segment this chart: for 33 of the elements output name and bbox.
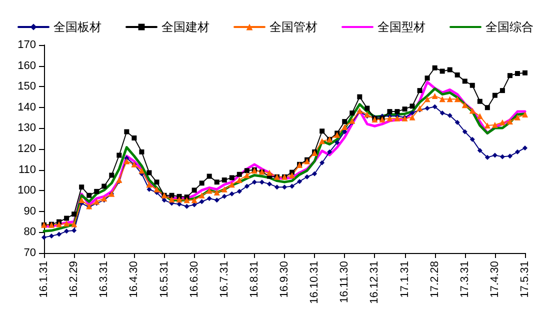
- y-tick-label: 80: [24, 226, 36, 238]
- x-tick-label: 16.2.29: [68, 261, 80, 298]
- legend-label: 全国板材: [54, 20, 102, 34]
- x-tick-label: 17.3.31: [458, 261, 471, 298]
- legend-label: 全国建材: [162, 20, 210, 34]
- y-tick-label: 130: [18, 122, 36, 134]
- x-tick-label: 16.7.31: [218, 261, 230, 298]
- y-tick-label: 160: [18, 60, 36, 72]
- y-tick-label: 90: [24, 205, 36, 218]
- y-tick-label: 170: [18, 39, 36, 51]
- x-tick-label: 17.4.30: [488, 261, 501, 298]
- y-tick-label: 150: [18, 80, 36, 93]
- y-tick-label: 100: [18, 184, 36, 197]
- x-tick-label: 17.1.31: [398, 261, 411, 298]
- x-tick-label: 16.5.31: [158, 261, 170, 298]
- y-tick-label: 140: [18, 101, 36, 114]
- legend-label: 全国综合: [486, 20, 534, 34]
- y-tick-label: 70: [24, 247, 36, 259]
- y-tick-label: 120: [18, 143, 36, 155]
- legend-label: 全国型材: [378, 20, 426, 34]
- x-tick-label: 16.11.30: [338, 261, 351, 304]
- x-tick-label: 16.1.31: [38, 261, 50, 298]
- x-tick-label: 16.8.31: [248, 261, 260, 298]
- x-tick-label: 16.3.31: [98, 261, 110, 298]
- x-tick-label: 16.4.30: [128, 261, 140, 298]
- legend-label: 全国管材: [270, 20, 318, 34]
- x-tick-label: 17.2.28: [428, 261, 441, 298]
- x-tick-label: 16.12.31: [368, 261, 381, 304]
- x-tick-label: 16.10.31: [308, 261, 321, 304]
- x-tick-label: 16.9.30: [278, 261, 290, 298]
- y-tick-label: 110: [18, 164, 36, 176]
- x-tick-label: 16.6.30: [188, 261, 200, 298]
- x-tick-label: 17.5.31: [519, 261, 531, 298]
